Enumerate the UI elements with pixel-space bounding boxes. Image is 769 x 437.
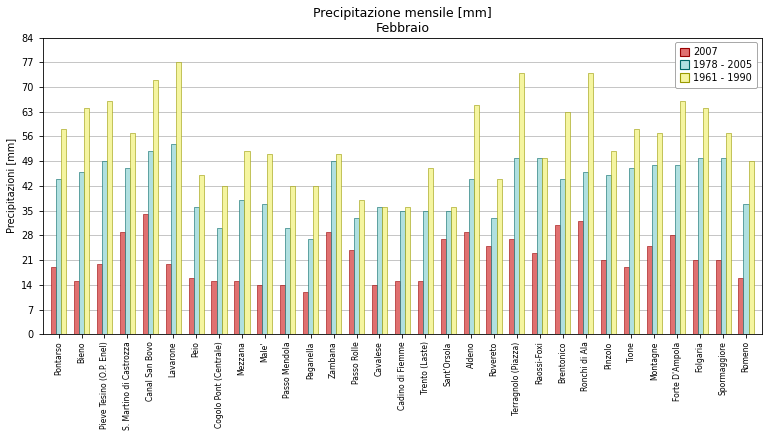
Bar (428, 168, 433, 334)
Bar (349, 250, 354, 334)
Bar (211, 281, 217, 334)
Bar (601, 260, 606, 334)
Bar (583, 172, 588, 334)
Title: Precipitazione mensile [mm]
Febbraio: Precipitazione mensile [mm] Febbraio (313, 7, 491, 35)
Bar (239, 200, 245, 334)
Bar (188, 278, 194, 334)
Bar (125, 168, 130, 334)
Bar (726, 133, 731, 334)
Bar (62, 129, 66, 334)
Bar (560, 179, 565, 334)
Bar (670, 236, 674, 334)
Bar (198, 175, 204, 334)
Bar (291, 186, 295, 334)
Bar (634, 129, 639, 334)
Bar (721, 158, 726, 334)
Bar (176, 62, 181, 334)
Y-axis label: Precipitazioni [mm]: Precipitazioni [mm] (7, 139, 17, 233)
Bar (400, 211, 404, 334)
Bar (194, 207, 198, 334)
Bar (258, 285, 262, 334)
Bar (474, 104, 478, 334)
Bar (532, 253, 538, 334)
Bar (487, 246, 491, 334)
Bar (326, 232, 331, 334)
Bar (153, 80, 158, 334)
Bar (418, 281, 423, 334)
Bar (647, 246, 652, 334)
Bar (165, 264, 171, 334)
Bar (359, 200, 364, 334)
Bar (51, 267, 56, 334)
Bar (79, 172, 84, 334)
Bar (56, 179, 62, 334)
Bar (652, 165, 657, 334)
Bar (748, 161, 754, 334)
Bar (451, 207, 456, 334)
Bar (280, 285, 285, 334)
Bar (262, 204, 268, 334)
Bar (606, 175, 611, 334)
Bar (313, 186, 318, 334)
Bar (377, 207, 382, 334)
Bar (382, 207, 387, 334)
Bar (538, 158, 542, 334)
Bar (441, 239, 446, 334)
Bar (235, 281, 239, 334)
Bar (611, 151, 616, 334)
Bar (354, 218, 359, 334)
Bar (468, 179, 474, 334)
Bar (738, 278, 744, 334)
Bar (84, 108, 89, 334)
Bar (497, 179, 501, 334)
Bar (423, 211, 428, 334)
Bar (624, 267, 629, 334)
Bar (372, 285, 377, 334)
Bar (303, 292, 308, 334)
Bar (404, 207, 410, 334)
Bar (268, 154, 272, 334)
Bar (744, 204, 748, 334)
Bar (394, 281, 400, 334)
Bar (171, 143, 176, 334)
Bar (120, 232, 125, 334)
Bar (693, 260, 697, 334)
Bar (555, 225, 560, 334)
Bar (107, 101, 112, 334)
Bar (464, 232, 468, 334)
Bar (148, 151, 153, 334)
Bar (657, 133, 662, 334)
Bar (588, 73, 593, 334)
Bar (514, 158, 519, 334)
Bar (143, 214, 148, 334)
Bar (629, 168, 634, 334)
Bar (102, 161, 107, 334)
Bar (491, 218, 497, 334)
Bar (285, 229, 291, 334)
Bar (542, 158, 548, 334)
Bar (130, 133, 135, 334)
Bar (221, 186, 227, 334)
Bar (509, 239, 514, 334)
Bar (715, 260, 721, 334)
Bar (703, 108, 707, 334)
Bar (331, 161, 336, 334)
Legend: 2007, 1978 - 2005, 1961 - 1990: 2007, 1978 - 2005, 1961 - 1990 (674, 42, 757, 88)
Bar (697, 158, 703, 334)
Bar (674, 165, 680, 334)
Bar (578, 221, 583, 334)
Bar (565, 112, 571, 334)
Bar (97, 264, 102, 334)
Bar (680, 101, 685, 334)
Bar (308, 239, 313, 334)
Bar (519, 73, 524, 334)
Bar (245, 151, 249, 334)
Bar (446, 211, 451, 334)
Bar (217, 229, 221, 334)
Bar (336, 154, 341, 334)
Bar (74, 281, 79, 334)
